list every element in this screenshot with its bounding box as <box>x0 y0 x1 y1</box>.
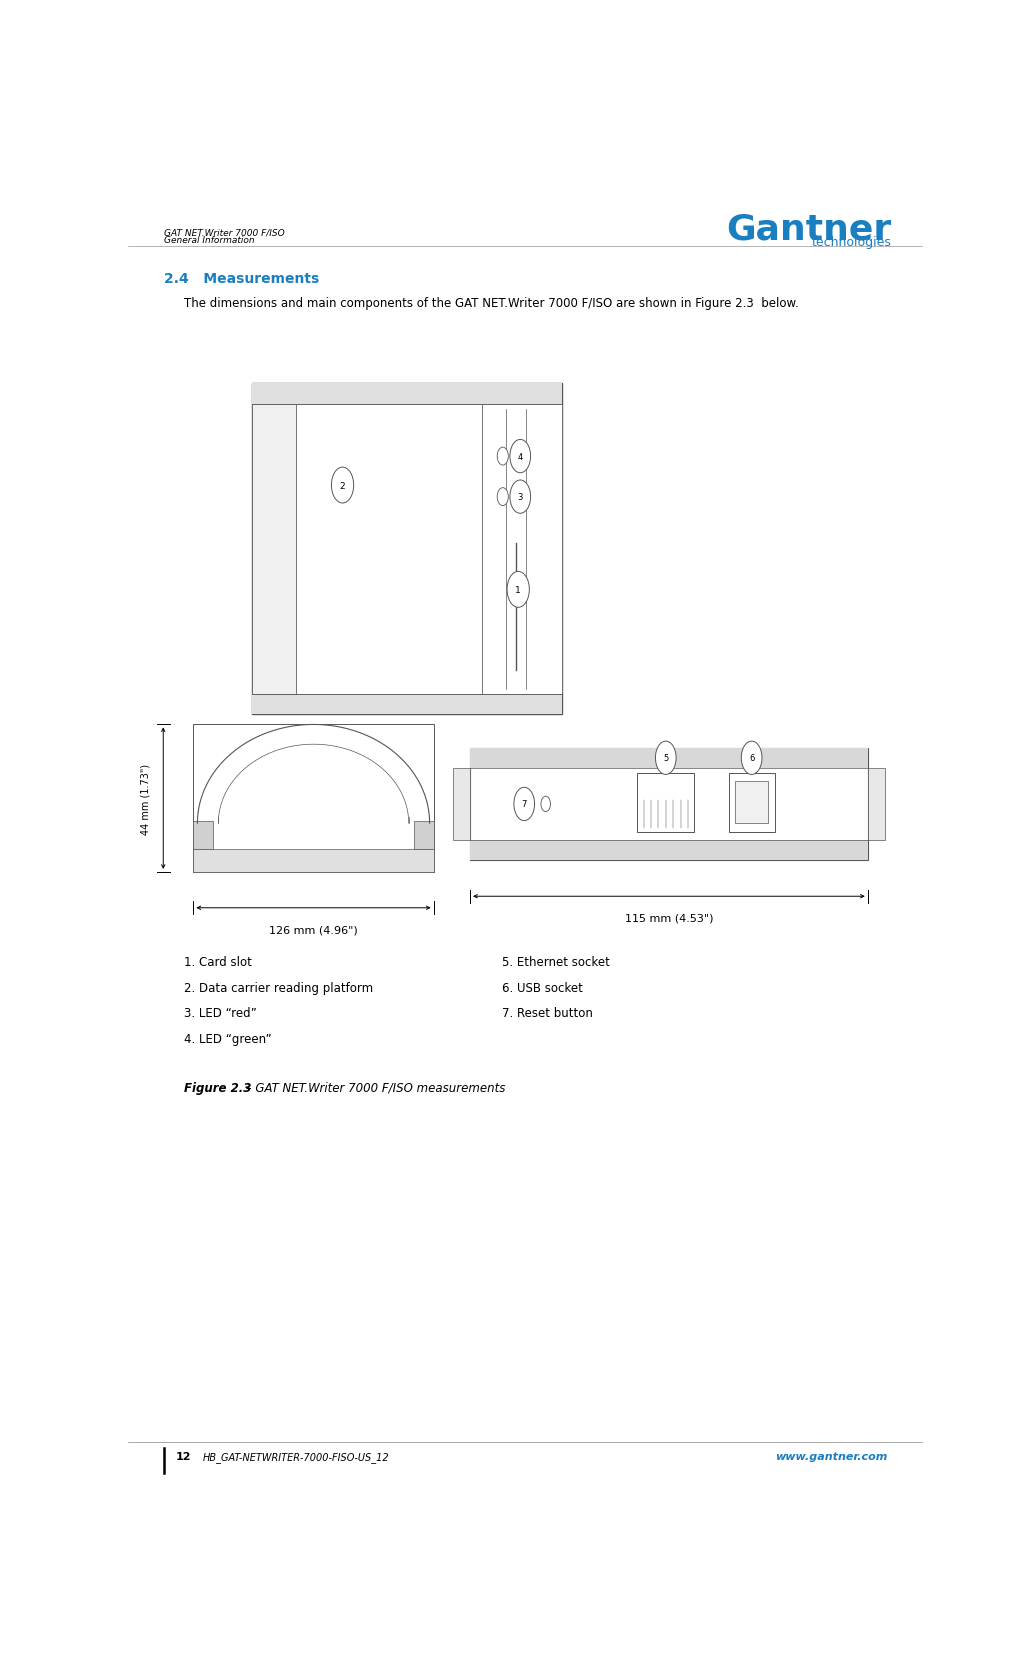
Bar <box>252 384 562 716</box>
Text: 1. Card slot: 1. Card slot <box>184 955 251 968</box>
Bar <box>452 769 470 840</box>
Bar <box>297 404 482 694</box>
Text: 2. Data carrier reading platform: 2. Data carrier reading platform <box>184 982 373 995</box>
Circle shape <box>331 468 354 504</box>
Circle shape <box>541 797 551 812</box>
Text: 44 mm (1.73"): 44 mm (1.73") <box>141 764 151 834</box>
Text: Gantner: Gantner <box>726 213 892 246</box>
Bar <box>252 404 297 694</box>
Bar <box>637 774 695 832</box>
Bar <box>194 849 434 872</box>
Bar <box>470 749 868 769</box>
Circle shape <box>498 448 508 466</box>
Text: 5. Ethernet socket: 5. Ethernet socket <box>502 955 609 968</box>
Text: 7: 7 <box>521 800 527 809</box>
Text: 4: 4 <box>518 453 523 461</box>
Bar <box>728 774 775 832</box>
Text: 7. Reset button: 7. Reset button <box>502 1007 593 1020</box>
Text: 5: 5 <box>663 754 668 762</box>
Text: 4. LED “green”: 4. LED “green” <box>184 1032 272 1045</box>
Text: www.gantner.com: www.gantner.com <box>776 1451 887 1461</box>
Text: 12: 12 <box>176 1451 192 1461</box>
Circle shape <box>514 787 535 820</box>
Text: 115 mm (4.53"): 115 mm (4.53") <box>625 914 713 924</box>
Circle shape <box>498 488 508 506</box>
Text: 6: 6 <box>749 754 754 762</box>
Text: 3. LED “red”: 3. LED “red” <box>184 1007 256 1020</box>
Text: 2.4   Measurements: 2.4 Measurements <box>164 271 319 286</box>
Circle shape <box>510 441 530 474</box>
Bar <box>735 782 768 824</box>
Text: GAT NET.Writer 7000 F/ISO: GAT NET.Writer 7000 F/ISO <box>164 228 285 236</box>
Text: The dimensions and main components of the GAT NET.Writer 7000 F/ISO are shown in: The dimensions and main components of th… <box>184 298 798 310</box>
Bar <box>194 726 434 872</box>
Text: – GAT NET.Writer 7000 F/ISO measurements: – GAT NET.Writer 7000 F/ISO measurements <box>242 1082 506 1095</box>
Text: HB_GAT-NETWRITER-7000-FISO-US_12: HB_GAT-NETWRITER-7000-FISO-US_12 <box>203 1451 390 1463</box>
Polygon shape <box>413 820 434 849</box>
Text: technologies: technologies <box>812 236 892 248</box>
Polygon shape <box>194 820 213 849</box>
Text: 1: 1 <box>515 586 521 594</box>
Bar <box>482 404 562 694</box>
Bar <box>252 384 562 404</box>
Circle shape <box>656 742 676 775</box>
Bar <box>470 749 868 860</box>
Text: Figure 2.3: Figure 2.3 <box>184 1082 251 1095</box>
Bar <box>470 840 868 860</box>
Bar <box>868 769 885 840</box>
Text: 126 mm (4.96"): 126 mm (4.96") <box>269 925 358 935</box>
Text: 2: 2 <box>340 481 346 491</box>
Text: 3: 3 <box>517 493 523 503</box>
Bar <box>252 694 562 716</box>
Circle shape <box>510 481 530 514</box>
Text: 6. USB socket: 6. USB socket <box>502 982 583 995</box>
Circle shape <box>507 572 529 607</box>
Circle shape <box>742 742 762 775</box>
Text: General Information: General Information <box>164 236 254 245</box>
